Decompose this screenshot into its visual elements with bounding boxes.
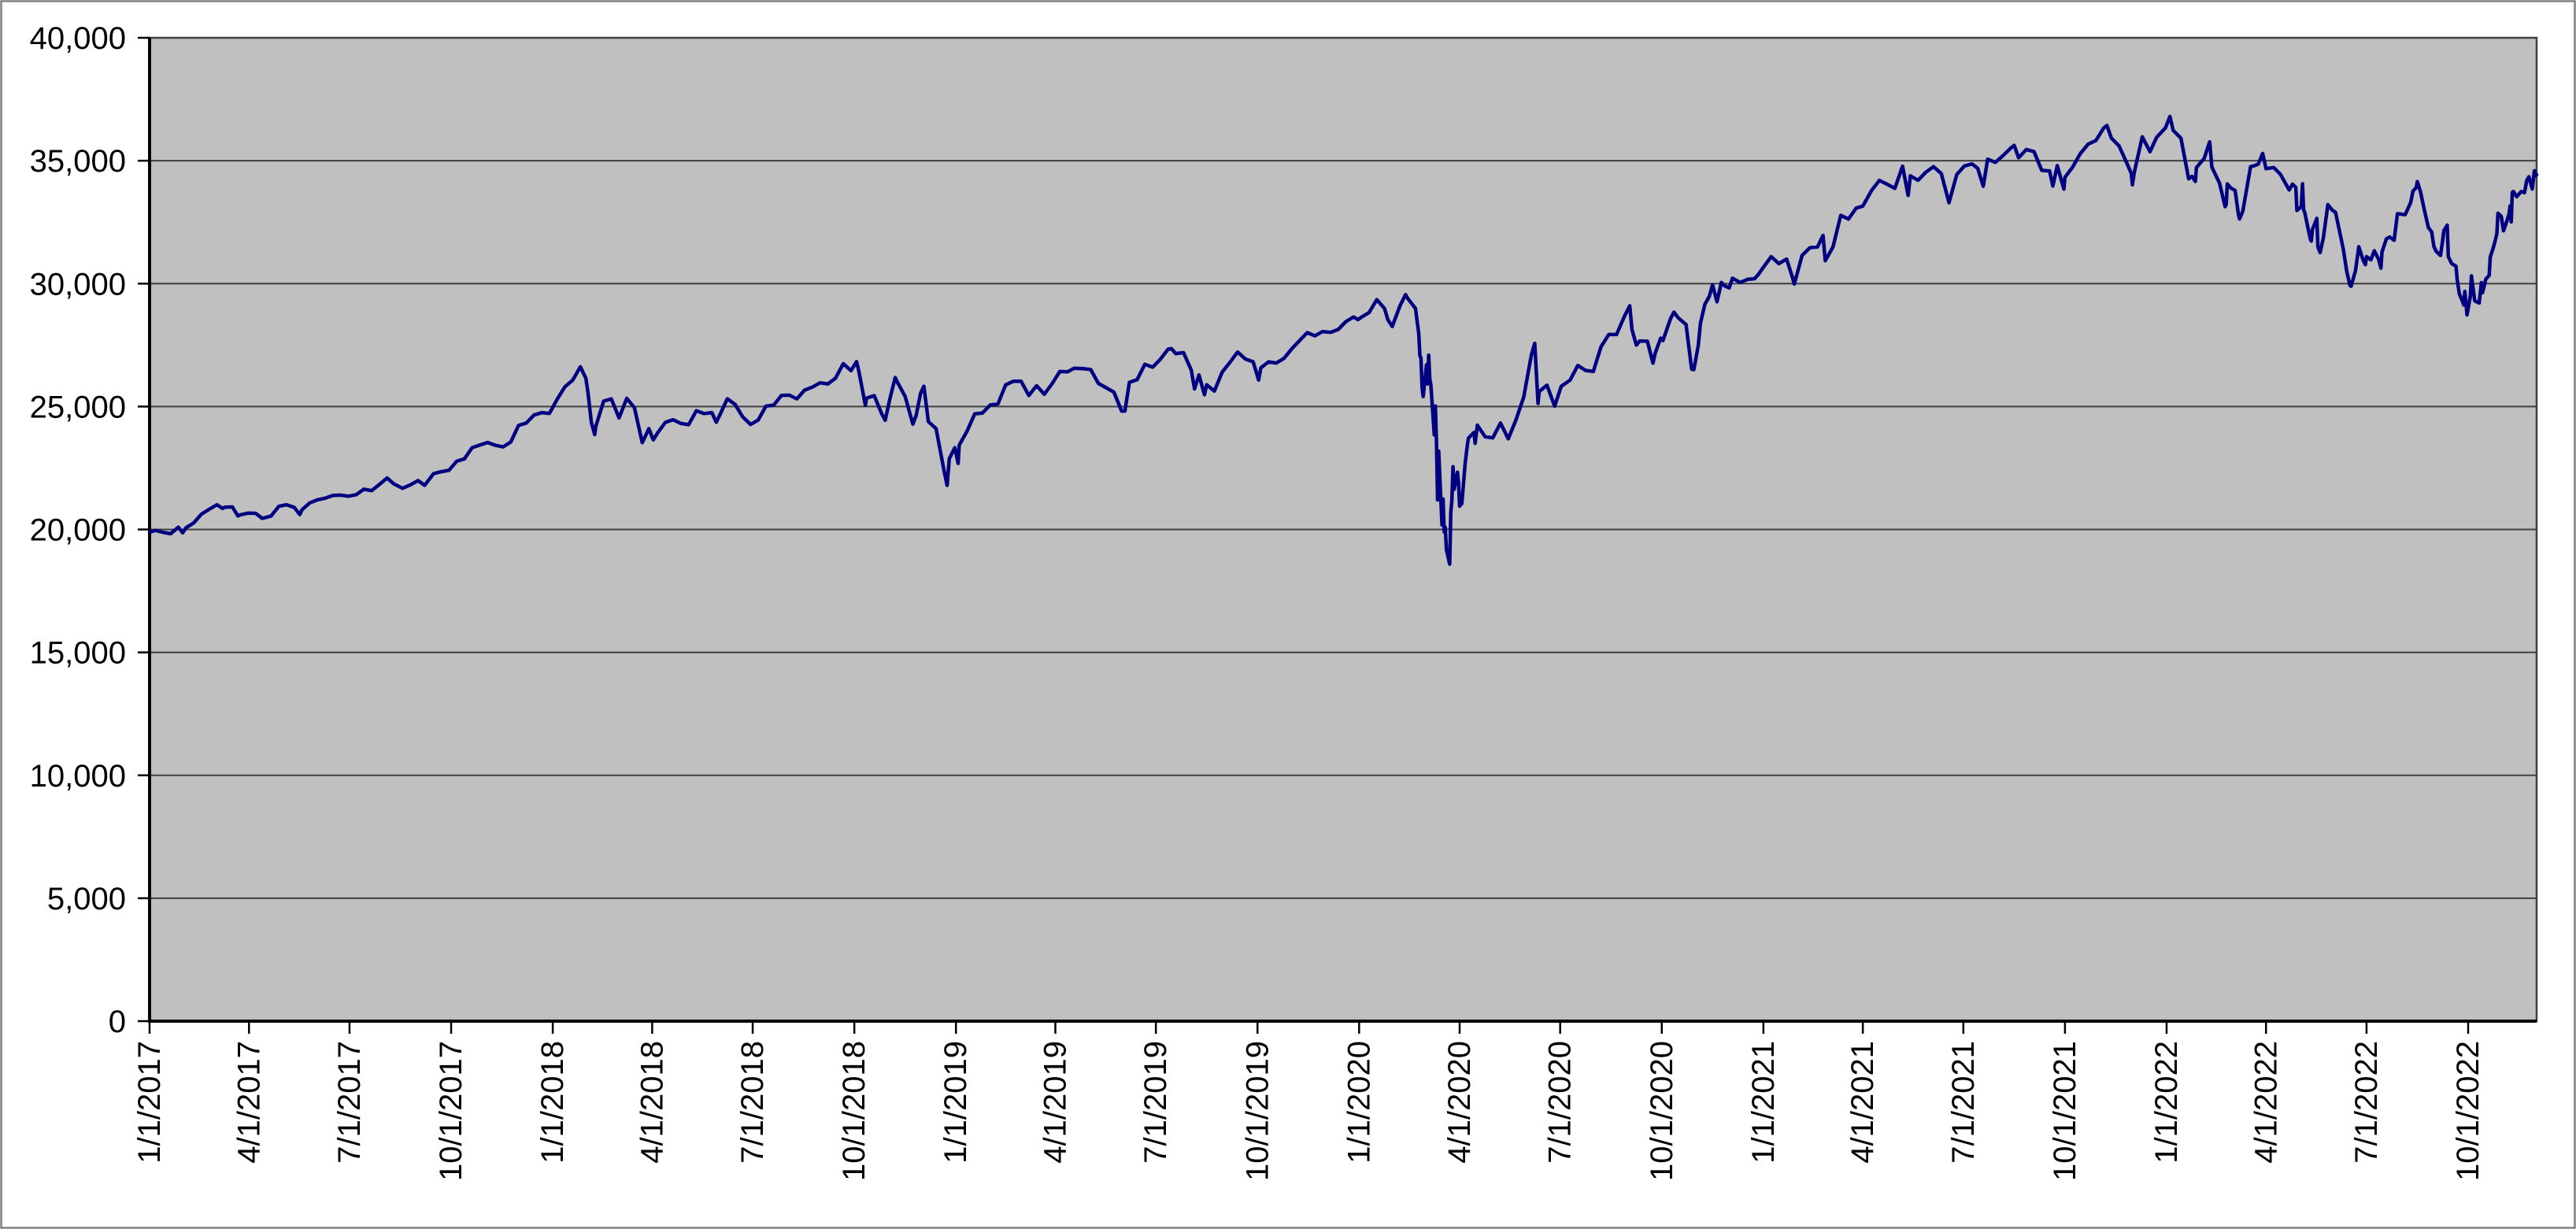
y-axis-tick-label: 30,000	[30, 267, 126, 302]
y-axis-group: 0 5,000 10,000 15,000 20,000 25,000 30,000 35,0…	[30, 21, 150, 1039]
x-axis-tick-label: 4/1/2017	[231, 1041, 266, 1164]
x-axis-tick-label: 1/1/2019	[938, 1041, 973, 1164]
x-axis-tick-label: 4/1/2020	[1442, 1041, 1477, 1164]
x-axis-tick-label: 1/1/2018	[535, 1041, 570, 1164]
x-axis-tick-label: 10/1/2021	[2048, 1041, 2082, 1181]
x-axis-tick-label: 7/1/2021	[1946, 1041, 1981, 1164]
x-axis-tick-label: 10/1/2020	[1645, 1041, 1679, 1181]
x-axis-tick-label: 10/1/2018	[837, 1041, 872, 1181]
x-axis-tick-label: 1/1/2022	[2149, 1041, 2184, 1164]
x-axis-tick-label: 7/1/2019	[1138, 1041, 1173, 1164]
y-axis-tick-label: 10,000	[30, 759, 126, 794]
x-axis-tick-label: 10/1/2019	[1240, 1041, 1275, 1181]
x-axis-tick-label: 10/1/2017	[434, 1041, 468, 1181]
gridlines-group	[150, 160, 2537, 899]
x-axis-tick-label: 7/1/2020	[1543, 1041, 1578, 1164]
y-axis-tick-label: 0	[109, 1005, 126, 1039]
x-axis-tick-label: 4/1/2018	[635, 1041, 669, 1164]
y-axis-tick-label: 25,000	[30, 390, 126, 424]
x-axis-tick-label: 4/1/2022	[2248, 1041, 2283, 1164]
x-axis-tick-label: 1/1/2020	[1342, 1041, 1376, 1164]
x-axis-tick-label: 1/1/2017	[132, 1041, 167, 1164]
y-axis-tick-label: 40,000	[30, 21, 126, 56]
y-axis-tick-label: 5,000	[47, 882, 126, 916]
x-axis-tick-label: 4/1/2021	[1845, 1041, 1880, 1164]
y-axis-tick-label: 35,000	[30, 144, 126, 179]
x-axis-tick-label: 10/1/2022	[2451, 1041, 2485, 1181]
y-axis-tick-label: 20,000	[30, 513, 126, 548]
series-line	[147, 114, 2539, 566]
x-axis-group: 1/1/2017 4/1/2017 7/1/2017 10/1/2017 1/1/201…	[132, 1021, 2485, 1181]
x-axis-tick-label: 4/1/2019	[1038, 1041, 1073, 1164]
x-axis-tick-label: 7/1/2022	[2349, 1041, 2384, 1164]
x-axis-tick-label: 7/1/2018	[735, 1041, 770, 1164]
y-axis-tick-label: 15,000	[30, 636, 126, 671]
x-axis-tick-label: 7/1/2017	[332, 1041, 367, 1164]
x-axis-tick-label: 1/1/2021	[1746, 1041, 1781, 1164]
